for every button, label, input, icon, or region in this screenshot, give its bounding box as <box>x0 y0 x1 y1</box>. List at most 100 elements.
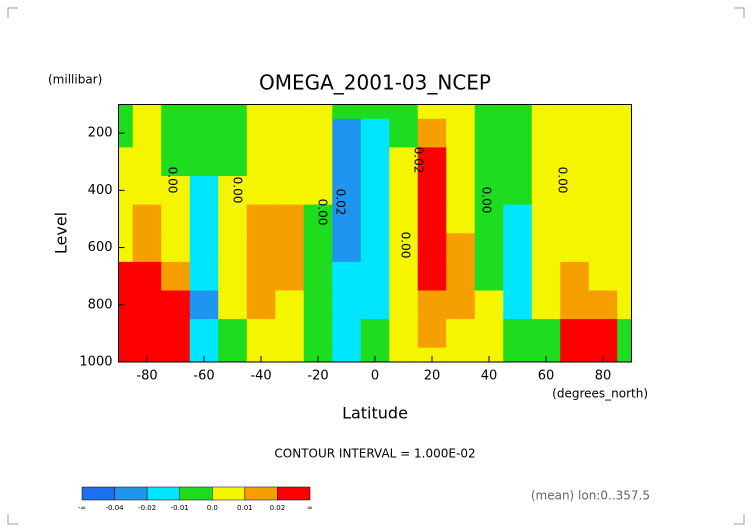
contour-cell <box>332 290 362 320</box>
contour-cell <box>303 118 333 148</box>
contour-cell <box>246 319 276 349</box>
contour-cell <box>303 261 333 291</box>
contour-cell <box>275 290 305 320</box>
contour-cell <box>389 290 419 320</box>
contour-cell <box>275 261 305 291</box>
contour-cell <box>389 347 419 363</box>
contour-cell <box>560 118 590 148</box>
x-tick-label: 60 <box>538 369 555 384</box>
x-tick-label: 40 <box>481 369 498 384</box>
colorbar-box <box>277 486 311 501</box>
subtitle: CONTOUR INTERVAL = 1.000E-02 <box>274 447 475 461</box>
contour-cell <box>446 104 476 120</box>
contour-cell <box>132 147 162 177</box>
contour-cell <box>275 118 305 148</box>
contour-cell <box>446 233 476 263</box>
contour-cell <box>474 176 504 206</box>
colorbar-label: -0.02 <box>138 504 156 512</box>
colorbar-end-label: -∞ <box>78 504 86 512</box>
contour-cell <box>218 204 248 234</box>
contour-label: 0.02 <box>412 147 426 174</box>
contour-cell <box>303 176 333 206</box>
contour-cell <box>161 347 191 363</box>
chart-title: OMEGA_2001-03_NCEP <box>259 71 491 95</box>
contour-cell <box>118 147 134 177</box>
contour-cell <box>246 261 276 291</box>
contour-cell <box>332 319 362 349</box>
colorbar-box <box>146 486 180 501</box>
contour-cell <box>189 319 219 349</box>
contour-cell <box>617 176 632 206</box>
contour-cell <box>503 347 533 363</box>
contour-cell <box>360 118 390 148</box>
contour-cell <box>246 147 276 177</box>
contour-cell <box>531 319 561 349</box>
contour-cell <box>275 204 305 234</box>
x-tick-label: -20 <box>307 369 328 384</box>
contour-cell <box>446 204 476 234</box>
contour-cell <box>389 261 419 291</box>
contour-cell <box>360 104 390 120</box>
contour-cell <box>303 104 333 120</box>
contour-cell <box>132 347 162 363</box>
contour-cell <box>218 261 248 291</box>
contour-cell <box>617 147 632 177</box>
contour-cell <box>189 233 219 263</box>
contour-cell <box>189 347 219 363</box>
contour-cell <box>360 261 390 291</box>
contour-cell <box>474 233 504 263</box>
contour-cell <box>332 347 362 363</box>
contour-label: 0.00 <box>231 177 245 204</box>
x-units: (degrees_north) <box>552 387 648 401</box>
contour-cell <box>503 204 533 234</box>
contour-cell <box>560 233 590 263</box>
colorbar-label: -0.01 <box>171 504 189 512</box>
contour-cell <box>417 261 447 291</box>
colorbar-box <box>114 486 148 501</box>
contour-cell <box>617 319 632 349</box>
contour-cell <box>218 118 248 148</box>
contour-cell <box>560 176 590 206</box>
x-tick-label: 0 <box>371 369 379 384</box>
contour-cell <box>389 118 419 148</box>
contour-cell <box>588 147 618 177</box>
contour-cell <box>531 204 561 234</box>
contour-cell <box>446 176 476 206</box>
contour-cell <box>531 261 561 291</box>
contour-cell <box>161 204 191 234</box>
contour-cell <box>588 104 618 120</box>
contour-cell <box>161 319 191 349</box>
contour-cell <box>218 233 248 263</box>
contour-cell <box>118 319 134 349</box>
contour-label: 0.02 <box>334 189 348 216</box>
contour-cell <box>275 176 305 206</box>
y-tick-label: 800 <box>88 297 113 312</box>
contour-cell <box>417 176 447 206</box>
contour-cell <box>617 261 632 291</box>
contour-cell <box>246 347 276 363</box>
contour-cell <box>246 204 276 234</box>
contour-cell <box>417 104 447 120</box>
contour-cell <box>189 176 219 206</box>
contour-cell <box>132 176 162 206</box>
contour-cell <box>218 104 248 120</box>
contour-cell <box>161 118 191 148</box>
contour-cell <box>275 319 305 349</box>
contour-cell <box>246 176 276 206</box>
contour-cell <box>275 233 305 263</box>
contour-label: 0.00 <box>166 167 180 194</box>
contour-cell <box>446 261 476 291</box>
contour-cell <box>617 290 632 320</box>
contour-cell <box>531 290 561 320</box>
y-units: (millibar) <box>48 73 102 87</box>
contour-cell <box>389 147 419 177</box>
contour-cell <box>218 147 248 177</box>
contour-cell <box>161 261 191 291</box>
contour-cell <box>389 204 419 234</box>
contour-cell <box>246 233 276 263</box>
x-tick-label: -40 <box>250 369 271 384</box>
contour-cell <box>389 176 419 206</box>
contour-cell <box>503 176 533 206</box>
contour-cell <box>246 290 276 320</box>
